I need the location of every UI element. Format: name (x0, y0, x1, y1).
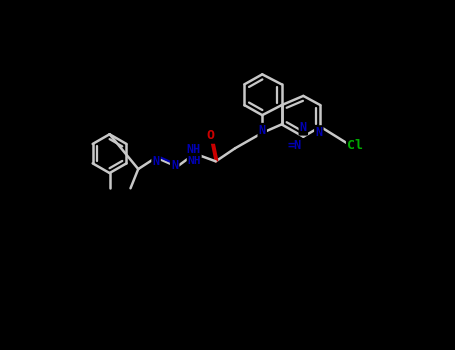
Text: O: O (206, 130, 214, 142)
Text: N: N (152, 155, 160, 168)
Text: N: N (171, 159, 178, 172)
Text: =N: =N (288, 139, 302, 152)
Text: NH: NH (187, 156, 201, 166)
Text: N: N (300, 121, 307, 134)
Text: NH: NH (186, 143, 200, 156)
Text: N: N (259, 124, 266, 137)
Text: N: N (315, 126, 323, 139)
Text: Cl: Cl (347, 139, 363, 153)
